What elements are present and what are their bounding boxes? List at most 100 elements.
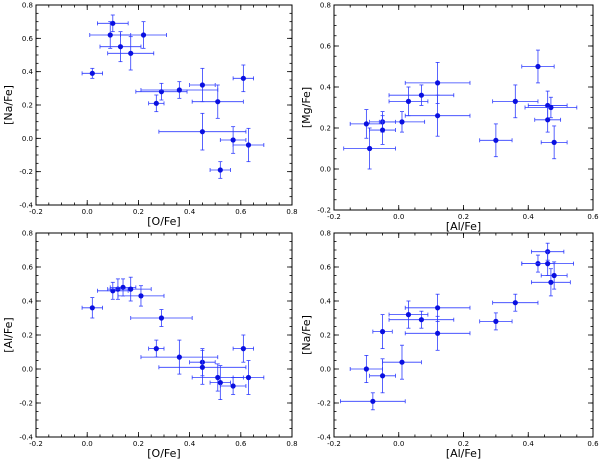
data-point xyxy=(81,297,103,319)
point-marker xyxy=(399,359,405,365)
data-point xyxy=(521,251,574,276)
data-point xyxy=(404,293,471,322)
point-marker xyxy=(435,80,441,86)
x-tick-label: 0.0 xyxy=(82,208,93,216)
data-point xyxy=(534,107,562,133)
x-tick-label: 0.2 xyxy=(458,440,469,448)
data-point xyxy=(81,67,103,79)
data-point xyxy=(492,84,539,119)
point-marker xyxy=(140,32,147,38)
plot-frame xyxy=(35,232,293,438)
x-tick-label: 0.0 xyxy=(393,213,404,221)
data-point xyxy=(521,49,555,84)
y-tick-label: 0.0 xyxy=(22,135,33,143)
point-marker xyxy=(230,137,236,143)
y-tick-label: 0.0 xyxy=(22,366,33,374)
y-tick-label: 0.2 xyxy=(320,332,331,340)
x-axis-label: [Al/Fe] xyxy=(446,220,481,233)
point-marker xyxy=(128,286,134,292)
point-marker xyxy=(548,279,554,285)
data-point xyxy=(191,84,244,119)
y-tick-label: -0.2 xyxy=(19,400,33,408)
data-point xyxy=(372,314,393,350)
point-marker xyxy=(493,137,499,143)
data-point xyxy=(117,285,165,307)
data-point xyxy=(382,344,422,380)
point-marker xyxy=(245,142,252,148)
y-tick-label: -0.2 xyxy=(19,168,33,176)
x-tick-label: -0.2 xyxy=(327,440,341,448)
x-tick-label: -0.2 xyxy=(29,440,43,448)
data-point xyxy=(404,94,471,137)
point-marker xyxy=(153,346,159,352)
x-axis-label: [Al/Fe] xyxy=(446,447,481,460)
point-marker xyxy=(512,300,518,306)
y-tick-label: -0.4 xyxy=(317,434,331,442)
data-point xyxy=(492,293,539,312)
x-tick-label: -0.2 xyxy=(29,208,43,216)
data-point xyxy=(232,360,265,395)
point-marker xyxy=(405,98,412,104)
x-tick-label: 0.6 xyxy=(587,440,599,448)
data-point xyxy=(404,315,471,351)
point-marker xyxy=(176,87,182,93)
point-marker xyxy=(493,318,499,324)
data-point xyxy=(540,125,568,160)
data-point xyxy=(109,276,152,302)
x-tick-label: 0.0 xyxy=(82,440,93,448)
data-point xyxy=(130,309,193,327)
point-marker xyxy=(240,346,246,352)
point-marker xyxy=(405,312,412,318)
y-tick-label: 0.4 xyxy=(22,298,34,306)
y-axis-label: [Na/Fe] xyxy=(300,315,313,355)
point-marker xyxy=(217,380,223,386)
point-marker xyxy=(138,293,144,299)
point-marker xyxy=(230,383,236,389)
x-tick-label: 0.4 xyxy=(184,440,196,448)
point-marker xyxy=(199,364,205,370)
point-marker xyxy=(370,398,376,404)
y-tick-label: -0.4 xyxy=(19,434,33,442)
point-marker xyxy=(435,113,441,119)
data-point xyxy=(232,64,255,93)
y-tick-label: 0.6 xyxy=(320,264,332,272)
x-tick-label: 0.4 xyxy=(523,440,535,448)
y-tick-label: 0.6 xyxy=(320,43,332,51)
point-marker xyxy=(418,317,425,323)
data-point xyxy=(349,354,383,384)
y-tick-label: 0.8 xyxy=(320,2,331,10)
point-marker xyxy=(551,139,557,145)
data-point xyxy=(479,123,513,158)
y-tick-label: 0.8 xyxy=(22,230,33,238)
data-point xyxy=(349,109,383,139)
point-marker xyxy=(117,44,124,50)
data-point xyxy=(232,334,255,363)
y-tick-label: 0.0 xyxy=(320,166,331,174)
point-marker xyxy=(107,32,113,38)
point-marker xyxy=(240,75,246,81)
point-marker xyxy=(158,315,165,321)
point-marker xyxy=(199,129,205,135)
x-tick-label: 0.6 xyxy=(235,440,247,448)
data-point xyxy=(540,261,568,290)
point-marker xyxy=(128,50,134,56)
panel-al-vs-o: -0.2 0.0 0.2 0.4 0.6 0.8-0.4-0.20.00.20.40.60… xyxy=(2,230,298,460)
point-marker xyxy=(89,305,95,311)
y-tick-label: 0.2 xyxy=(22,332,33,340)
point-marker xyxy=(545,117,551,123)
point-marker xyxy=(399,119,405,125)
point-marker xyxy=(379,127,386,133)
y-tick-label: -0.4 xyxy=(19,202,33,210)
y-tick-label: 0.6 xyxy=(22,264,34,272)
x-tick-label: 0.0 xyxy=(393,440,404,448)
data-point xyxy=(209,161,231,179)
point-marker xyxy=(435,330,441,336)
point-marker xyxy=(199,82,205,88)
y-tick-label: 0.0 xyxy=(320,366,331,374)
data-point xyxy=(369,358,396,394)
x-tick-label: -0.2 xyxy=(327,213,341,221)
data-point xyxy=(531,268,571,297)
data-point xyxy=(189,67,216,103)
data-point xyxy=(524,96,578,119)
data-point xyxy=(140,81,219,99)
